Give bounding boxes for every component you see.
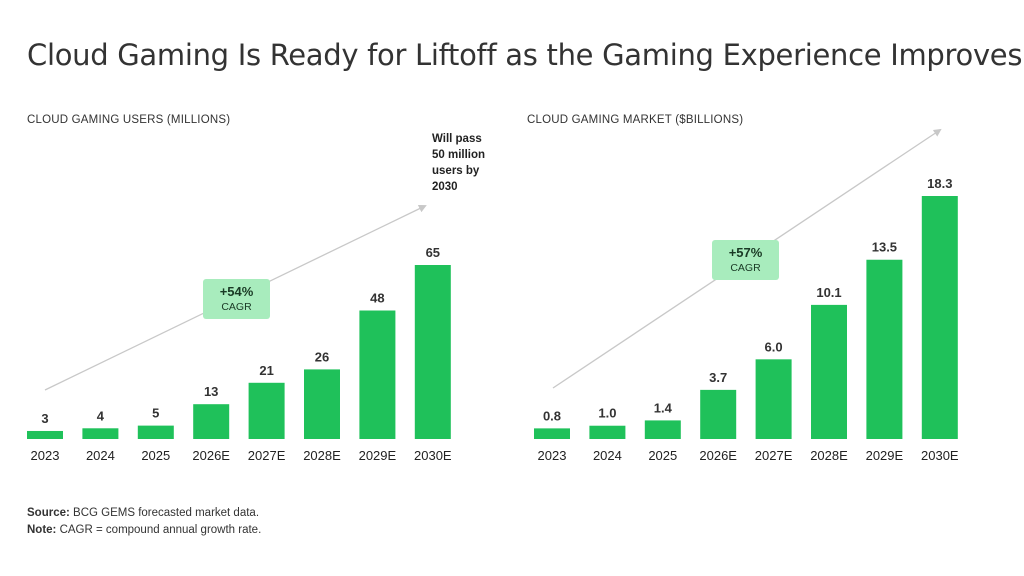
- x-tick-label: 2027E: [755, 448, 793, 463]
- x-tick-label: 2024: [593, 448, 622, 463]
- cagr-label: CAGR: [221, 301, 252, 313]
- bar: [866, 259, 903, 439]
- x-tick-label: 2030E: [414, 448, 452, 463]
- annotation-line: 2030: [432, 181, 458, 193]
- users-annotation: Will pass 50 million users by 2030: [432, 131, 512, 195]
- bar: [700, 389, 737, 439]
- source-note: Source: BCG GEMS forecasted market data.: [27, 505, 261, 522]
- x-tick-label: 2026E: [699, 448, 737, 463]
- x-tick-label: 2028E: [810, 448, 848, 463]
- bar-value-label: 1.0: [598, 406, 616, 421]
- cagr-note: Note: CAGR = compound annual growth rate…: [27, 522, 261, 539]
- bar-value-label: 3.7: [709, 370, 727, 385]
- source-text: BCG GEMS forecasted market data.: [69, 507, 260, 519]
- x-tick-label: 2025: [141, 448, 170, 463]
- bar-value-label: 0.8: [543, 408, 561, 423]
- x-tick-label: 2027E: [248, 448, 286, 463]
- bar-value-label: 48: [370, 291, 384, 306]
- bar-value-label: 13.5: [872, 240, 897, 255]
- bar-value-label: 21: [259, 363, 273, 378]
- x-tick-label: 2023: [538, 448, 567, 463]
- bar: [589, 425, 626, 439]
- bar: [137, 425, 174, 439]
- x-tick-label: 2028E: [303, 448, 341, 463]
- x-tick-label: 2029E: [359, 448, 397, 463]
- bar-value-label: 65: [426, 245, 440, 260]
- bar: [27, 430, 63, 439]
- bar-value-label: 18.3: [927, 176, 952, 191]
- page-title: Cloud Gaming Is Ready for Liftoff as the…: [27, 38, 1023, 72]
- bar-value-label: 1.4: [654, 400, 673, 415]
- bar-value-label: 6.0: [765, 339, 783, 354]
- bar-value-label: 13: [204, 384, 218, 399]
- note-text: CAGR = compound annual growth rate.: [56, 524, 262, 536]
- annotation-line: 50 million: [432, 149, 486, 161]
- annotation-line: Will pass: [432, 133, 482, 145]
- x-tick-label: 2030E: [921, 448, 959, 463]
- bar: [811, 304, 847, 439]
- bar-value-label: 3: [41, 411, 48, 426]
- bar: [644, 420, 681, 439]
- cagr-box: [712, 240, 779, 280]
- bar: [359, 310, 396, 439]
- x-tick-label: 2026E: [192, 448, 230, 463]
- bar-value-label: 26: [315, 349, 329, 364]
- cagr-box: [203, 279, 270, 319]
- cagr-value: +54%: [220, 284, 254, 299]
- cagr-value: +57%: [729, 245, 763, 260]
- x-tick-label: 2025: [648, 448, 677, 463]
- bar-value-label: 4: [97, 408, 105, 423]
- bar: [534, 428, 570, 439]
- note-label: Note:: [27, 524, 57, 536]
- x-tick-label: 2024: [86, 448, 115, 463]
- bar: [414, 265, 451, 439]
- bar-value-label: 10.1: [816, 285, 841, 300]
- bar-value-label: 5: [152, 406, 159, 421]
- footer: Source: BCG GEMS forecasted market data.…: [27, 505, 261, 539]
- x-tick-label: 2023: [31, 448, 60, 463]
- bar: [82, 428, 119, 439]
- x-tick-label: 2029E: [866, 448, 904, 463]
- source-label: Source:: [27, 507, 70, 519]
- bar: [193, 404, 230, 439]
- bar: [248, 382, 285, 439]
- bar: [304, 369, 340, 439]
- bar: [921, 196, 958, 439]
- cagr-label: CAGR: [730, 262, 761, 274]
- users-chart-title: CLOUD GAMING USERS (MILLIONS): [27, 114, 231, 126]
- annotation-line: users by: [432, 165, 480, 177]
- bar: [755, 359, 792, 439]
- market-chart-title: CLOUD GAMING MARKET ($BILLIONS): [527, 114, 744, 126]
